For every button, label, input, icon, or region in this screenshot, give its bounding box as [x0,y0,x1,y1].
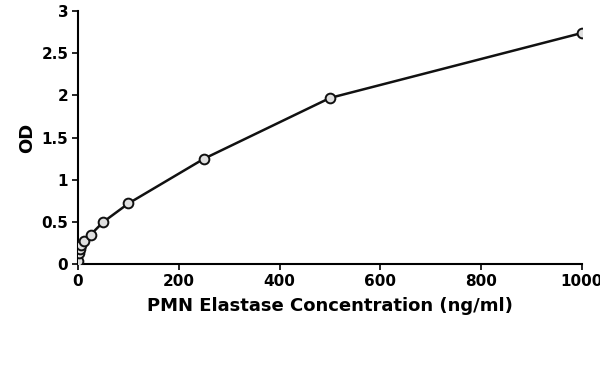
Y-axis label: OD: OD [18,123,36,153]
X-axis label: PMN Elastase Concentration (ng/ml): PMN Elastase Concentration (ng/ml) [147,297,513,315]
